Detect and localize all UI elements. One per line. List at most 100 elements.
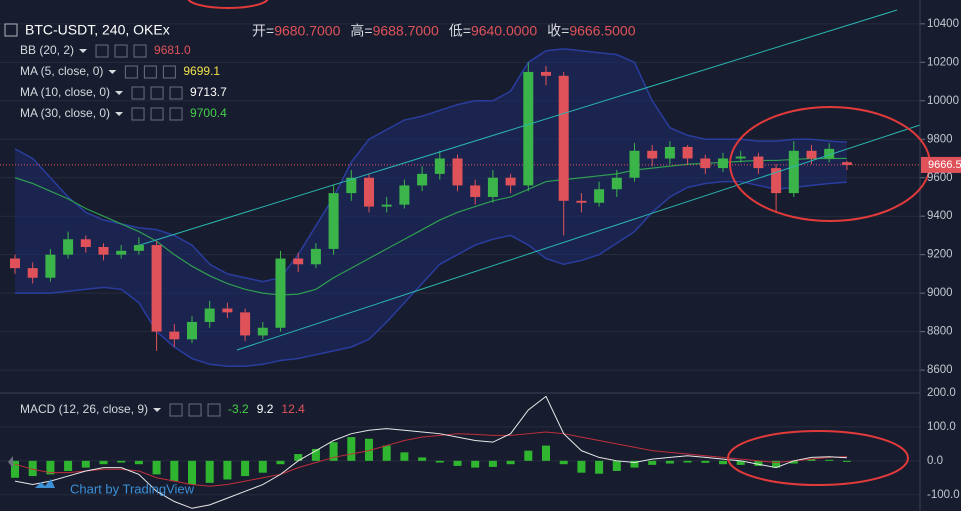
histogram-bar	[435, 460, 444, 463]
indicator-icon[interactable]	[207, 403, 221, 417]
stat-value: 9666.5000	[569, 23, 635, 39]
indicator-icon[interactable]	[150, 86, 164, 100]
candle-body	[346, 177, 357, 194]
indicator-icon[interactable]	[150, 107, 164, 121]
candle-body	[682, 146, 693, 159]
candle-body	[98, 246, 109, 255]
y-tick-label: -100.0	[927, 489, 960, 501]
histogram-bar	[595, 460, 604, 474]
histogram-bar	[630, 460, 639, 468]
histogram-bar	[736, 460, 745, 465]
indicator-icon[interactable]	[114, 44, 128, 58]
histogram-bar	[329, 442, 338, 461]
watermark: Chart by TradingView	[70, 481, 195, 496]
candle-body	[735, 156, 746, 159]
y-tick-label: 10400	[927, 18, 959, 30]
highlight-ellipse	[187, 0, 269, 9]
y-tick-label: 10000	[927, 95, 959, 107]
indicator-icon[interactable]	[133, 44, 147, 58]
histogram-bar	[294, 454, 303, 461]
collapse-icon[interactable]	[4, 23, 18, 37]
highlight-ellipse	[727, 430, 909, 486]
indicator-icon[interactable]	[131, 107, 145, 121]
y-tick-label: 10200	[927, 56, 959, 68]
scroll-arrow[interactable]	[8, 456, 13, 468]
histogram-bar	[205, 460, 214, 483]
histogram-bar	[542, 445, 550, 461]
dropdown-arrow[interactable]	[115, 91, 124, 95]
stat-label: 开=	[252, 23, 274, 39]
candle-body	[399, 185, 410, 205]
stat-label: 收=	[547, 23, 569, 39]
y-tick-label: 0.0	[927, 455, 943, 467]
candle-body	[169, 331, 180, 340]
histogram-bar	[241, 460, 250, 477]
histogram-bar	[81, 460, 90, 468]
indicator-icon[interactable]	[169, 86, 183, 100]
histogram-bar	[170, 460, 179, 482]
candle-body	[80, 239, 91, 247]
stat-value: 9680.7000	[274, 23, 340, 39]
stat-value: 9640.0000	[471, 23, 537, 39]
y-tick-label: 8800	[927, 326, 953, 338]
indicator-icon[interactable]	[95, 44, 109, 58]
candle-body	[257, 327, 268, 336]
indicator-icon[interactable]	[124, 65, 138, 79]
histogram-bar	[665, 460, 674, 464]
stat-label: 高=	[350, 23, 372, 39]
histogram-bar	[754, 460, 763, 466]
indicator-label: MA (10, close, 0)	[20, 85, 110, 99]
candle-body	[63, 239, 74, 255]
last-price-label: 9666.5	[928, 159, 961, 171]
indicator-readout: 9681.0	[154, 43, 191, 57]
macd-label: MACD (12, 26, close, 9)	[20, 402, 148, 416]
candle-body	[841, 162, 852, 165]
y-tick-label: 9600	[927, 172, 953, 184]
last-price-box	[921, 156, 961, 173]
dropdown-arrow[interactable]	[153, 408, 162, 412]
dropdown-arrow[interactable]	[115, 112, 124, 116]
candle-body	[45, 254, 56, 278]
dropdown-arrow[interactable]	[108, 70, 117, 74]
histogram-bar	[506, 460, 515, 465]
candle-body	[381, 204, 392, 207]
candle-body	[151, 245, 162, 332]
histogram-bar	[612, 460, 621, 471]
indicator-icon[interactable]	[169, 403, 183, 417]
histogram-bar	[365, 438, 373, 461]
stat-label: 低=	[449, 23, 471, 39]
bb-fill	[15, 48, 847, 367]
legend: 开= 9680.7000 高= 9688.7000 低= 9640.0000 收= 9666.…	[20, 23, 636, 417]
indicator-icon[interactable]	[131, 86, 145, 100]
histogram-bar	[64, 460, 73, 471]
histogram-bar	[453, 460, 462, 466]
indicator-icon[interactable]	[188, 403, 202, 417]
candle-body	[310, 248, 321, 265]
candle-body	[27, 268, 38, 278]
histogram-bar	[524, 450, 533, 461]
trend-line	[139, 9, 898, 246]
histogram-bar	[276, 460, 285, 465]
candle-body	[718, 158, 728, 169]
indicator-icon[interactable]	[162, 65, 176, 79]
candle-body	[187, 321, 197, 340]
candle-body	[753, 156, 764, 169]
dropdown-arrow[interactable]	[79, 49, 88, 53]
histogram-bar	[382, 445, 391, 461]
histogram-bar	[471, 460, 480, 468]
indicator-readout: 9713.7	[190, 85, 227, 99]
indicator-readout: 9699.1	[183, 64, 220, 78]
histogram-bar	[772, 460, 781, 468]
macd-readout: 9.2	[257, 402, 274, 416]
histogram-bar	[258, 460, 267, 473]
y-tick-label: 9000	[927, 287, 953, 299]
candle-body	[806, 150, 817, 159]
indicator-label: MA (5, close, 0)	[20, 64, 103, 78]
indicator-icon[interactable]	[169, 107, 183, 121]
candle-body	[647, 150, 658, 159]
macd-readout: -3.2	[228, 402, 249, 416]
indicator-icon[interactable]	[143, 65, 157, 79]
symbol-title: BTC-USDT, 240, OKEx	[25, 22, 170, 38]
candle-body	[275, 258, 286, 328]
histogram-bar	[488, 460, 497, 467]
